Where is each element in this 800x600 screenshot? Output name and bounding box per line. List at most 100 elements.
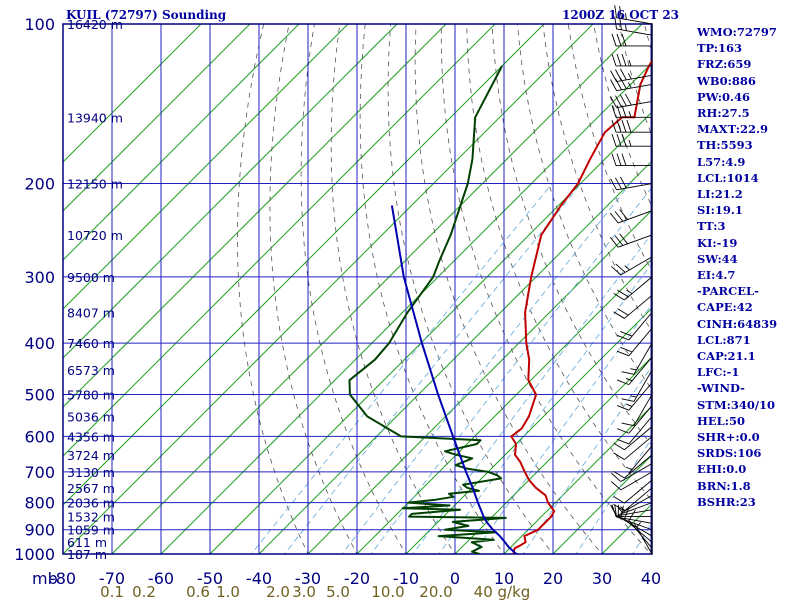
wind-barb: [613, 487, 653, 512]
barb-feather: [619, 94, 627, 107]
wind-barb: [613, 294, 653, 319]
height-label: 10720 m: [67, 228, 123, 243]
barb-staff: [633, 522, 653, 555]
barb-feather: [626, 120, 632, 133]
barb-feather: [621, 105, 627, 118]
barb-staff: [624, 294, 653, 319]
barb-feather: [611, 33, 617, 47]
height-label: 1532 m: [67, 510, 115, 525]
barb-staff: [620, 494, 653, 514]
index-item: RH:27.5: [697, 106, 750, 121]
barb-feather: [621, 371, 635, 375]
index-item: CAP:21.1: [697, 349, 756, 364]
barb-half-feather: [627, 82, 632, 89]
barb-half-feather: [628, 59, 632, 67]
pressure-tick-label: 400: [24, 334, 55, 353]
barb-half-feather: [628, 111, 632, 118]
barb-staff: [624, 436, 653, 460]
wind-barb: [611, 120, 652, 133]
pressure-tick-label: 100: [24, 15, 55, 34]
barb-feather: [616, 405, 630, 411]
index-item: PW:0.46: [697, 89, 751, 104]
barb-staff: [628, 356, 653, 385]
index-item: STM:340/10: [697, 397, 776, 412]
barb-feather: [610, 79, 617, 91]
mixing-ratio-label: 0.2: [132, 583, 156, 600]
height-label: 6573 m: [67, 363, 115, 378]
index-item: SI:19.1: [697, 203, 743, 218]
pressure-tick-label: 200: [24, 175, 55, 194]
barb-feather: [613, 293, 625, 301]
temperature-tick-label: -20: [344, 569, 370, 588]
barb-feather: [616, 334, 630, 341]
mixing-ratio-line: [341, 183, 631, 554]
barb-staff: [618, 502, 653, 516]
mixing-ratio-line: [250, 183, 553, 554]
dry-adiabat-line: [359, 24, 505, 554]
barb-staff: [618, 234, 653, 248]
height-label: 611 m: [67, 535, 107, 550]
barb-feather: [621, 422, 635, 427]
mixing-ratio-label: 3.0: [292, 583, 316, 600]
temperature-tick-label: 40: [641, 569, 661, 588]
mixing-ratio-line: [283, 183, 582, 554]
mixing-ratio-line: [575, 437, 652, 554]
barb-feather: [615, 177, 622, 190]
dry-adiabat-line: [330, 24, 456, 554]
barb-feather: [616, 153, 622, 166]
wind-barb: [613, 436, 653, 460]
barb-feather: [619, 209, 628, 220]
barb-feather: [621, 33, 627, 47]
barb-staff: [628, 327, 653, 357]
barb-staff: [624, 454, 653, 479]
barb-feather: [616, 120, 622, 133]
index-item: WMO:72797: [697, 25, 777, 39]
barb-feather: [616, 379, 630, 386]
dry-adiabat-lines: [236, 24, 652, 554]
barb-feather: [614, 211, 624, 222]
wind-barb: [611, 471, 653, 491]
height-label: 13940 m: [67, 110, 123, 125]
isotherm-lines: [63, 24, 652, 554]
barb-feather: [616, 428, 630, 434]
barb-half-feather: [630, 368, 637, 371]
isotherm-line: [63, 24, 251, 212]
pressure-tick-label: 900: [24, 521, 55, 540]
index-item: LI:21.2: [697, 187, 743, 202]
barb-staff: [628, 382, 653, 411]
height-label: 2567 m: [67, 481, 115, 496]
indices-panel: WMO:72797 TP:163 FRZ:659 WB0:886 PW:0.46 RH:2…: [697, 24, 777, 510]
height-label: 8407 m: [67, 305, 115, 320]
barb-feather: [611, 105, 617, 118]
barb-feather: [611, 153, 617, 166]
barb-feather: [616, 350, 630, 357]
dry-adiabat-line: [387, 24, 554, 554]
index-item: TH:5593: [697, 138, 753, 153]
index-item: HEL:50: [697, 413, 745, 428]
barb-feather: [619, 6, 622, 19]
barb-staff: [633, 394, 653, 426]
pressure-tick-label: 600: [24, 427, 55, 446]
barb-staff: [624, 479, 653, 504]
height-label: 2036 m: [67, 496, 115, 511]
wind-barb: [610, 68, 653, 83]
barb-feather: [614, 235, 624, 246]
barb-feather: [620, 346, 633, 353]
temperature-tick-label: 10: [494, 569, 514, 588]
barb-staff: [618, 210, 653, 224]
barb-half-feather: [625, 24, 627, 31]
index-item: CINH:64839: [697, 316, 778, 331]
index-item: LCL:1014: [697, 170, 759, 185]
wind-barb: [613, 276, 653, 301]
isotherm-line: [63, 24, 545, 506]
height-label: 5780 m: [67, 387, 115, 402]
barb-half-feather: [630, 395, 637, 398]
isotherm-line: [63, 24, 496, 457]
index-item: SHR+:0.0: [697, 430, 760, 445]
wind-barb: [621, 394, 653, 427]
barb-feather: [620, 331, 633, 337]
barb-feather: [619, 176, 627, 189]
temperature-tick-label: 0: [450, 569, 460, 588]
wind-barb: [621, 369, 653, 402]
